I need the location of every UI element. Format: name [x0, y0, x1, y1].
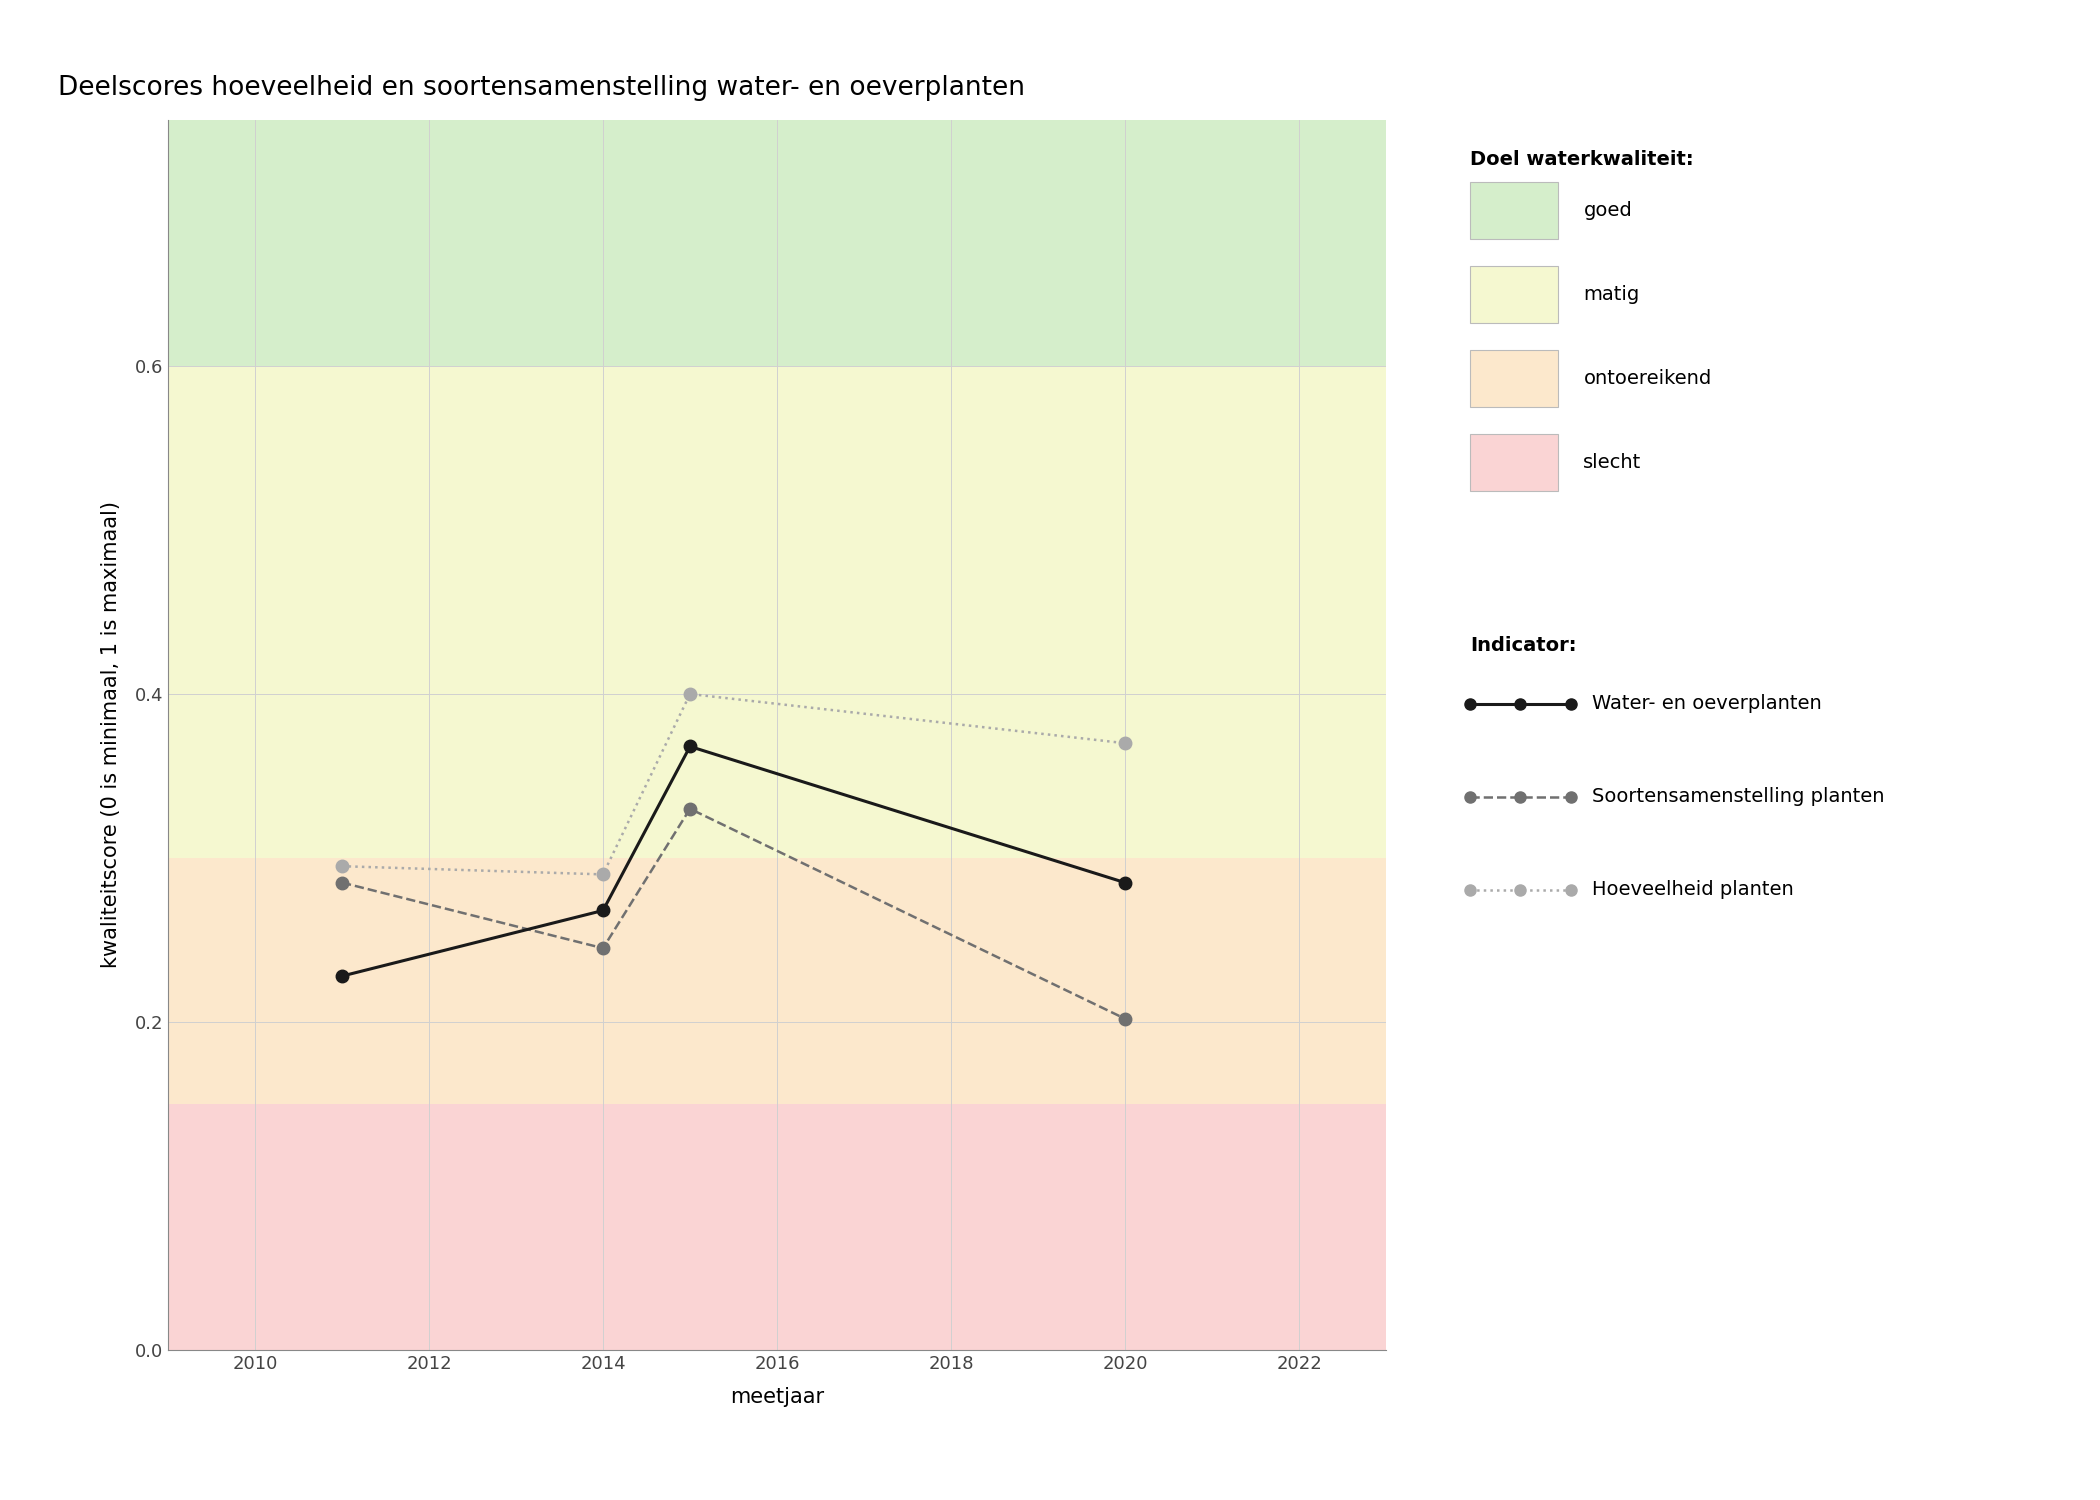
Bar [168, 858, 1386, 1104]
Y-axis label: kwaliteitscore (0 is minimaal, 1 is maximaal): kwaliteitscore (0 is minimaal, 1 is maxi… [101, 501, 122, 969]
Text: Soortensamenstelling planten: Soortensamenstelling planten [1592, 788, 1884, 806]
Text: ontoereikend: ontoereikend [1583, 369, 1712, 387]
Text: Hoeveelheid planten: Hoeveelheid planten [1592, 880, 1793, 898]
Text: matig: matig [1583, 285, 1640, 303]
Bar [168, 366, 1386, 858]
Text: goed: goed [1583, 201, 1632, 219]
Bar [168, 1104, 1386, 1350]
Bar [168, 120, 1386, 366]
Text: Doel waterkwaliteit:: Doel waterkwaliteit: [1470, 150, 1693, 170]
Text: Deelscores hoeveelheid en soortensamenstelling water- en oeverplanten: Deelscores hoeveelheid en soortensamenst… [59, 75, 1025, 100]
X-axis label: meetjaar: meetjaar [731, 1386, 823, 1407]
Text: slecht: slecht [1583, 453, 1642, 471]
Text: Indicator:: Indicator: [1470, 636, 1577, 656]
Text: Water- en oeverplanten: Water- en oeverplanten [1592, 694, 1821, 712]
